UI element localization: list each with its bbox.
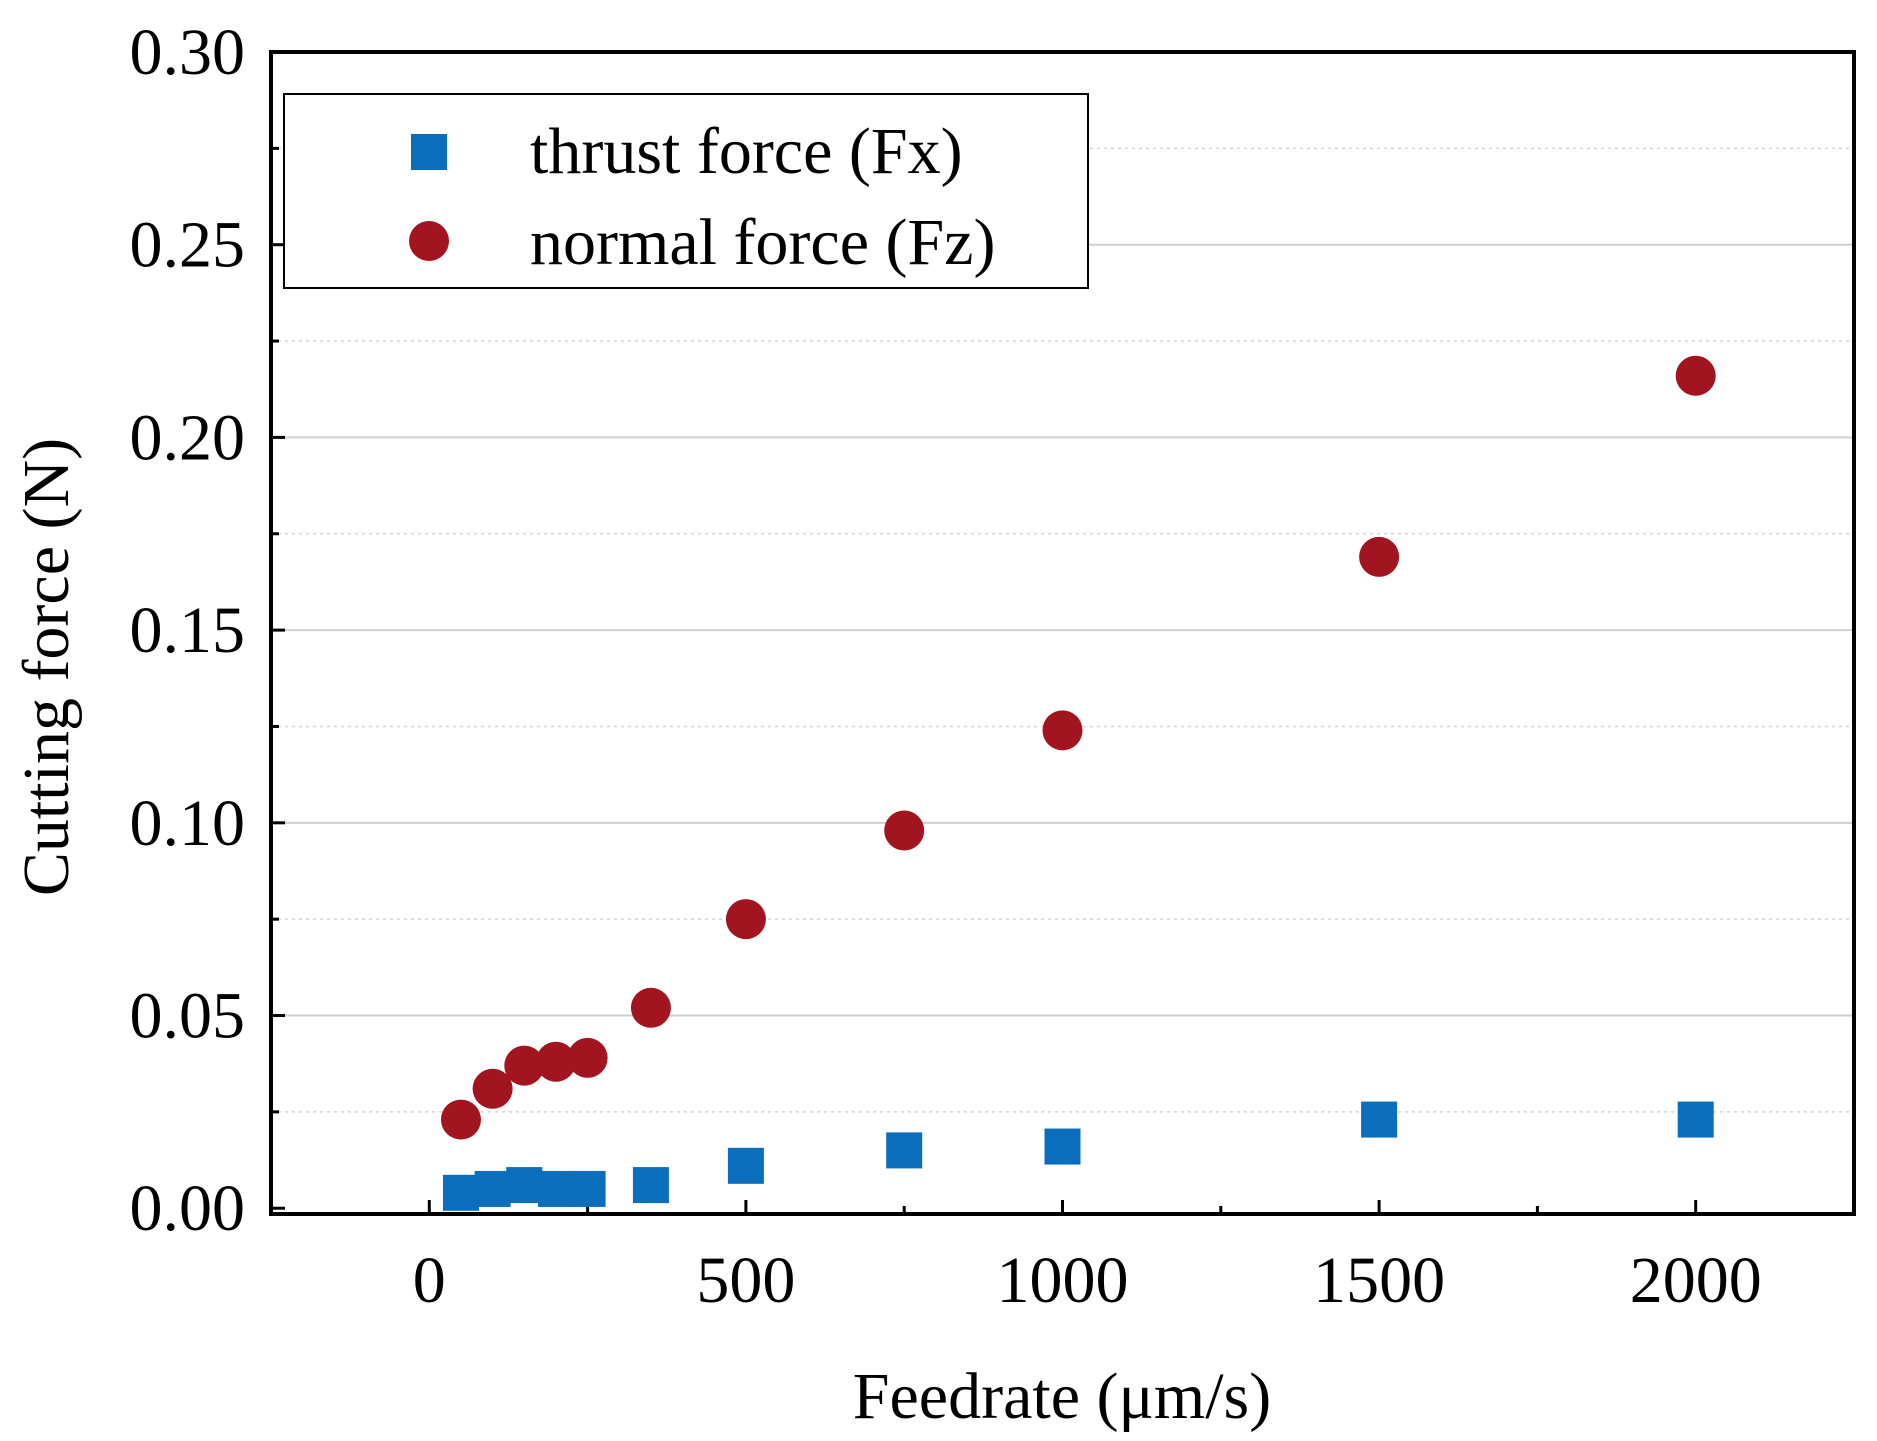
y-tick-label: 0.20	[130, 401, 246, 474]
data-point-circle	[1675, 355, 1716, 396]
x-tick-label: 1500	[1313, 1244, 1445, 1317]
data-point-circle	[440, 1099, 481, 1140]
x-tick-labels: 0 500 1000 1500 2000	[413, 1244, 1762, 1317]
x-axis-label: Feedrate (μm/s)	[853, 1360, 1271, 1433]
data-point-circle	[535, 1041, 576, 1082]
data-point-square	[537, 1170, 574, 1207]
y-tick-label: 0.05	[130, 980, 246, 1053]
data-point-circle	[884, 810, 925, 851]
legend: thrust force (Fx) normal force (Fz)	[283, 93, 1089, 289]
data-point-square	[1044, 1128, 1081, 1165]
data-point-circle	[725, 899, 766, 940]
data-points	[440, 355, 1716, 1211]
data-point-square	[474, 1170, 511, 1207]
data-point-square	[442, 1174, 479, 1211]
y-tick-label: 0.15	[130, 594, 246, 667]
data-point-square	[632, 1167, 669, 1204]
y-tick-labels: 0.00 0.05 0.10 0.15 0.20 0.25 0.30	[130, 16, 246, 1245]
data-point-circle	[472, 1068, 513, 1109]
data-point-square	[886, 1132, 923, 1169]
legend-label-thrust: thrust force (Fx)	[530, 115, 963, 188]
data-point-square	[727, 1147, 764, 1184]
data-point-circle	[1042, 710, 1083, 751]
y-tick-label: 0.25	[130, 209, 246, 282]
y-tick-label: 0.10	[130, 787, 246, 860]
data-point-square	[569, 1170, 606, 1207]
data-point-circle	[567, 1037, 608, 1078]
y-axis-label: Cutting force (N)	[10, 438, 83, 896]
legend-label-normal: normal force (Fz)	[530, 206, 995, 279]
data-point-square	[506, 1167, 543, 1204]
data-point-circle	[504, 1045, 545, 1086]
data-point-circle	[1359, 536, 1400, 577]
legend-circle-marker	[409, 221, 449, 261]
plot-frame	[269, 50, 1856, 1216]
y-tick-label: 0.00	[130, 1172, 246, 1245]
data-point-square	[1361, 1101, 1398, 1138]
data-point-circle	[630, 987, 671, 1028]
x-tick-label: 1000	[997, 1244, 1129, 1317]
data-point-square	[1677, 1101, 1714, 1138]
y-tick-label: 0.30	[130, 16, 246, 89]
legend-square-marker	[411, 134, 447, 170]
x-tick-label: 2000	[1630, 1244, 1762, 1317]
x-tick-label: 0	[413, 1244, 446, 1317]
x-tick-label: 500	[696, 1244, 795, 1317]
